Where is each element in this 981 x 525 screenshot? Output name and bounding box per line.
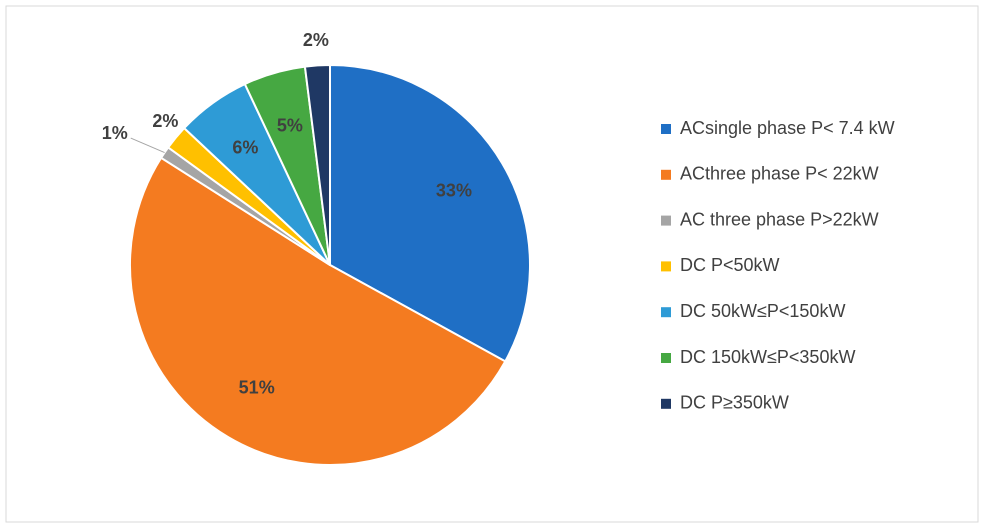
legend-swatch [661, 169, 671, 180]
legend-label: ACsingle phase P< 7.4 kW [680, 118, 895, 138]
legend-label: DC 50kW≤P<150kW [680, 301, 845, 321]
legend-swatch [661, 261, 671, 272]
legend-swatch [661, 215, 671, 226]
legend-label: DC P≥350kW [680, 393, 789, 413]
leader-line [130, 137, 165, 154]
legend-swatch [661, 124, 671, 134]
legend-label: AC three phase P>22kW [680, 209, 879, 229]
pie-label: 33% [436, 180, 472, 200]
pie-label: 6% [232, 137, 258, 157]
legend-swatch [661, 398, 671, 409]
legend-swatch [661, 307, 671, 318]
legend-label: DC 150kW≤P<350kW [680, 347, 855, 367]
pie-label: 1% [102, 123, 128, 143]
pie-label: 51% [239, 378, 275, 398]
pie-label: 5% [277, 115, 303, 135]
pie-label: 2% [303, 30, 329, 50]
pie-slice [129, 156, 507, 466]
pie-slice [303, 63, 331, 266]
legend-swatch [661, 353, 671, 363]
legend-label: ACthree phase P< 22kW [680, 164, 879, 184]
pie-label: 2% [152, 111, 178, 131]
legend-label: DC P<50kW [680, 255, 780, 275]
pie-slice [329, 63, 531, 363]
